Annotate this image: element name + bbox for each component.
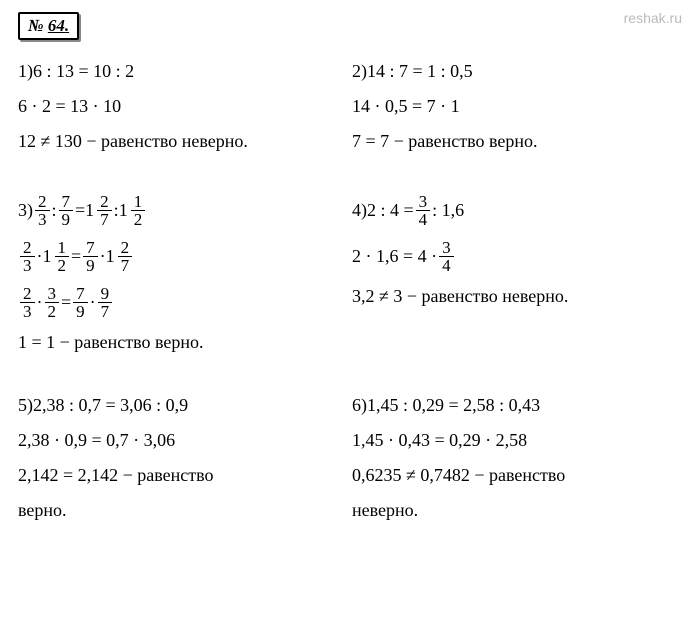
p4-line2: 2 · 1,6 = 4 · 34 [352, 237, 678, 275]
watermark: reshak.ru [624, 10, 682, 26]
fraction: 34 [439, 239, 454, 274]
fraction: 32 [45, 285, 60, 320]
fraction: 79 [59, 193, 74, 228]
fraction: 23 [20, 285, 35, 320]
p6-line2: 1,45 · 0,43 = 0,29 · 2,58 [352, 427, 678, 454]
fraction: 97 [98, 285, 113, 320]
row-3: 5) 2,38 : 0,7 = 3,06 : 0,9 2,38 · 0,9 = … [18, 392, 678, 532]
problem-header: № 64. [18, 12, 79, 40]
p2-line2: 14 · 0,5 = 7 · 1 [352, 93, 678, 120]
problem-3: 3) 23 : 79 = 127 : 112 23 · 112 = 79 · 1… [18, 191, 344, 364]
p5-line4: верно. [18, 497, 344, 524]
fraction: 23 [20, 239, 35, 274]
p3-line4: 1 = 1 − равенство верно. [18, 329, 344, 356]
p3-line2: 23 · 112 = 79 · 127 [18, 237, 344, 275]
p1-line2: 6 · 2 = 13 · 10 [18, 93, 344, 120]
fraction: 34 [416, 193, 431, 228]
p5-line2: 2,38 · 0,9 = 0,7 · 3,06 [18, 427, 344, 454]
p5-line3: 2,142 = 2,142 − равенство [18, 462, 344, 489]
row-1: 1) 6 : 13 = 10 : 2 6 · 2 = 13 · 10 12 ≠ … [18, 58, 678, 163]
mixed-fraction: 127 [106, 239, 135, 274]
p2-line1: 2) 14 : 7 = 1 : 0,5 [352, 58, 678, 85]
fraction: 23 [35, 193, 50, 228]
p2-line3: 7 = 7 − равенство верно. [352, 128, 678, 155]
problem-5: 5) 2,38 : 0,7 = 3,06 : 0,9 2,38 · 0,9 = … [18, 392, 344, 532]
row-2: 3) 23 : 79 = 127 : 112 23 · 112 = 79 · 1… [18, 191, 678, 364]
fraction: 79 [73, 285, 88, 320]
p3-line1: 3) 23 : 79 = 127 : 112 [18, 191, 344, 229]
header-prefix: № [28, 16, 48, 35]
p3-line3: 23 · 32 = 79 · 97 [18, 283, 344, 321]
p6-line4: неверно. [352, 497, 678, 524]
content: 1) 6 : 13 = 10 : 2 6 · 2 = 13 · 10 12 ≠ … [18, 58, 678, 532]
p4-line1: 4) 2 : 4 = 34 : 1,6 [352, 191, 678, 229]
p5-line1: 5) 2,38 : 0,7 = 3,06 : 0,9 [18, 392, 344, 419]
mixed-fraction: 112 [43, 239, 72, 274]
fraction: 79 [83, 239, 98, 274]
problem-1: 1) 6 : 13 = 10 : 2 6 · 2 = 13 · 10 12 ≠ … [18, 58, 344, 163]
p1-line1: 1) 6 : 13 = 10 : 2 [18, 58, 344, 85]
p6-line1: 6) 1,45 : 0,29 = 2,58 : 0,43 [352, 392, 678, 419]
problem-2: 2) 14 : 7 = 1 : 0,5 14 · 0,5 = 7 · 1 7 =… [352, 58, 678, 163]
problem-4: 4) 2 : 4 = 34 : 1,6 2 · 1,6 = 4 · 34 3,2… [352, 191, 678, 364]
header-number: 64. [48, 16, 69, 35]
problem-6: 6) 1,45 : 0,29 = 2,58 : 0,43 1,45 · 0,43… [352, 392, 678, 532]
p4-line3: 3,2 ≠ 3 − равенство неверно. [352, 283, 678, 310]
mixed-fraction: 112 [119, 193, 148, 228]
p6-line3: 0,6235 ≠ 0,7482 − равенство [352, 462, 678, 489]
mixed-fraction: 127 [85, 193, 114, 228]
p1-line3: 12 ≠ 130 − равенство неверно. [18, 128, 344, 155]
